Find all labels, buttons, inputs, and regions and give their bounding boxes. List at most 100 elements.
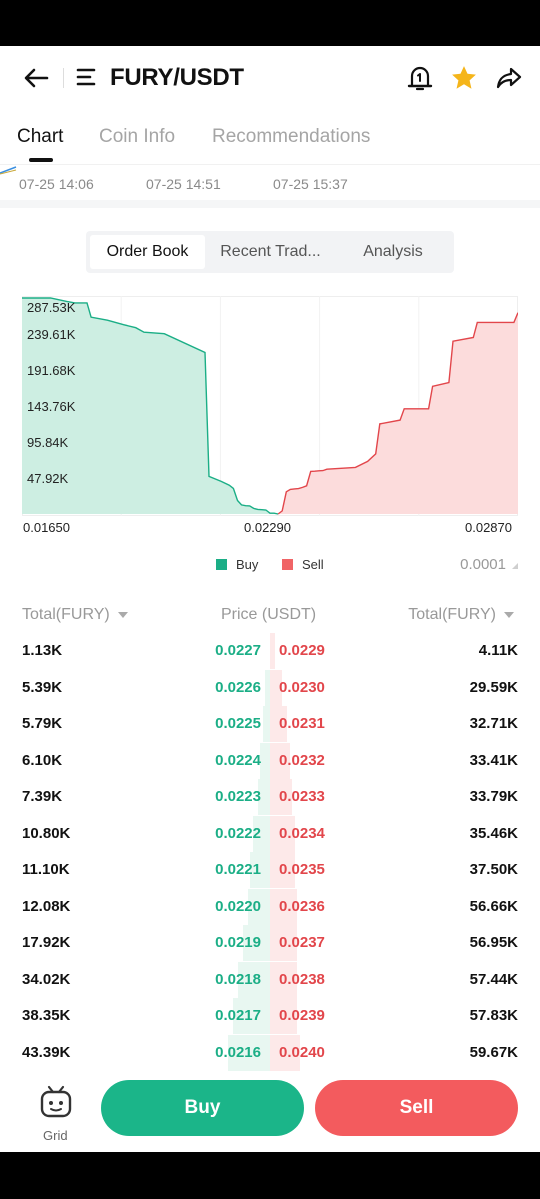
ask-price: 0.0233 — [279, 788, 325, 805]
orderbook-row[interactable]: 43.39K 0.0216 0.0240 59.67K — [0, 1034, 540, 1071]
buy-button[interactable]: Buy — [101, 1080, 304, 1136]
segment-recent-trades[interactable]: Recent Trad... — [220, 243, 321, 260]
bid-depth-bar — [260, 742, 270, 779]
sell-depth-line — [277, 312, 518, 515]
bottom-action-bar: Grid Buy Sell — [0, 1072, 540, 1152]
price-alert-icon — [407, 66, 433, 91]
ask-depth-bar — [270, 998, 297, 1034]
pair-title[interactable]: FURY/USDT — [110, 64, 244, 91]
ask-total: 4.11K — [478, 642, 518, 659]
bid-price: 0.0224 — [215, 751, 261, 769]
legend-buy: Buy — [216, 557, 258, 572]
bid-total: 38.35K — [22, 1007, 71, 1024]
orderbook-row[interactable]: 17.92K 0.0219 0.0237 56.95K — [0, 925, 540, 961]
bid-total-header[interactable]: Total(FURY) — [22, 606, 128, 624]
orderbook-row[interactable]: 5.79K 0.0225 0.0231 32.71K — [0, 706, 540, 742]
bid-total: 5.39K — [22, 678, 63, 696]
share-button[interactable] — [493, 62, 525, 94]
buy-depth-line — [22, 297, 279, 515]
bid-price: 0.0219 — [215, 934, 261, 951]
orderbook-row[interactable]: 11.10K 0.0221 0.0235 37.50K — [0, 852, 540, 888]
caret-down-icon — [117, 612, 128, 618]
bid-total-header-label: Total(FURY) — [22, 606, 110, 623]
precision-selector[interactable]: 0.0001 — [460, 556, 506, 573]
orderbook-row[interactable]: 10.80K 0.0222 0.0234 35.46K — [0, 815, 540, 852]
legend-buy-label: Buy — [236, 557, 259, 572]
bid-total: 12.08K — [22, 897, 71, 915]
y-tick-label: 143.76K — [27, 399, 76, 414]
section-divider — [0, 200, 540, 208]
orderbook-segment-control: Order Book Recent Trad... Analysis — [86, 231, 454, 273]
bid-total: 17.92K — [22, 934, 71, 951]
orderbook-row[interactable]: 34.02K 0.0218 0.0238 57.44K — [0, 961, 540, 998]
y-tick-label: 47.92K — [27, 471, 69, 486]
time-tick: 07-25 14:51 — [146, 176, 221, 192]
ask-depth-bar — [270, 669, 282, 706]
bid-depth-bar — [248, 888, 270, 925]
ask-depth-bar — [270, 633, 275, 669]
ask-price: 0.0231 — [279, 715, 325, 732]
time-tick: 07-25 15:37 — [273, 176, 348, 192]
back-arrow-icon — [24, 68, 49, 88]
y-tick-label: 191.68K — [27, 363, 76, 378]
depth-chart-svg: 287.53K 239.61K 191.68K 143.76K 95.84K 47.92K — [22, 296, 518, 516]
tab-recommendations[interactable]: Recommendations — [212, 126, 371, 147]
ask-price: 0.0236 — [279, 897, 325, 915]
ask-total: 32.71K — [469, 715, 518, 732]
sell-button[interactable]: Sell — [315, 1080, 518, 1136]
main-tabs: Chart Coin Info Recommendations — [0, 118, 540, 164]
ask-price: 0.0229 — [279, 642, 325, 659]
favorite-button[interactable] — [448, 62, 480, 94]
bid-price: 0.0227 — [215, 642, 261, 659]
ask-total: 37.50K — [469, 861, 518, 878]
bid-price: 0.0218 — [215, 970, 261, 988]
ask-total: 56.66K — [469, 897, 518, 915]
grid-label: Grid — [43, 1128, 68, 1143]
tab-chart[interactable]: Chart — [17, 126, 64, 147]
price-alert-button[interactable] — [404, 62, 436, 94]
navigation-bar — [0, 1152, 540, 1199]
time-tick: 07-25 14:06 — [19, 176, 94, 192]
ask-depth-bar — [270, 925, 297, 961]
orderbook-row[interactable]: 6.10K 0.0224 0.0232 33.41K — [0, 742, 540, 779]
bid-total: 43.39K — [22, 1043, 71, 1061]
ask-depth-bar — [270, 815, 295, 852]
bid-depth-bar — [258, 779, 270, 815]
pair-menu-button[interactable] — [76, 66, 102, 90]
ask-depth-bar — [270, 1034, 300, 1071]
menu-icon — [76, 68, 96, 86]
bid-price: 0.0225 — [215, 715, 261, 732]
bid-total: 10.80K — [22, 824, 71, 842]
grid-bot-icon — [40, 1085, 72, 1118]
ask-total: 59.67K — [469, 1043, 518, 1061]
header-divider — [63, 68, 64, 88]
ask-depth-bar — [270, 706, 287, 742]
grid-button[interactable]: Grid — [30, 1082, 82, 1143]
bid-total: 1.13K — [22, 642, 63, 659]
sell-depth-area — [278, 312, 518, 514]
orderbook-row[interactable]: 12.08K 0.0220 0.0236 56.66K — [0, 888, 540, 925]
caret-down-icon — [504, 612, 514, 618]
header: FURY/USDT — [0, 46, 540, 110]
price-line-fragment — [0, 166, 17, 175]
bid-total: 5.79K — [22, 715, 63, 732]
y-tick-label: 95.84K — [27, 435, 69, 450]
legend-sell-swatch — [282, 559, 293, 570]
orderbook-row[interactable]: 5.39K 0.0226 0.0230 29.59K — [0, 669, 540, 706]
orderbook-row[interactable]: 7.39K 0.0223 0.0233 33.79K — [0, 779, 540, 815]
bid-price: 0.0222 — [215, 824, 261, 842]
y-tick-label: 287.53K — [27, 300, 76, 315]
ask-price: 0.0230 — [279, 678, 325, 696]
buy-depth-area — [22, 298, 279, 514]
tab-coin-info[interactable]: Coin Info — [99, 126, 176, 147]
back-button[interactable] — [18, 62, 54, 94]
segment-order-book[interactable]: Order Book — [90, 235, 205, 269]
precision-caret-icon — [512, 563, 518, 569]
segment-analysis[interactable]: Analysis — [363, 243, 423, 260]
x-tick-label: 0.01650 — [23, 520, 70, 535]
ask-total-header[interactable]: Total(FURY) — [408, 606, 514, 624]
orderbook-row[interactable]: 1.13K 0.0227 0.0229 4.11K — [0, 633, 540, 669]
orderbook-row[interactable]: 38.35K 0.0217 0.0239 57.83K — [0, 998, 540, 1034]
depth-chart: 287.53K 239.61K 191.68K 143.76K 95.84K 47.92K — [22, 296, 518, 516]
x-tick-label: 0.02290 — [244, 520, 291, 535]
